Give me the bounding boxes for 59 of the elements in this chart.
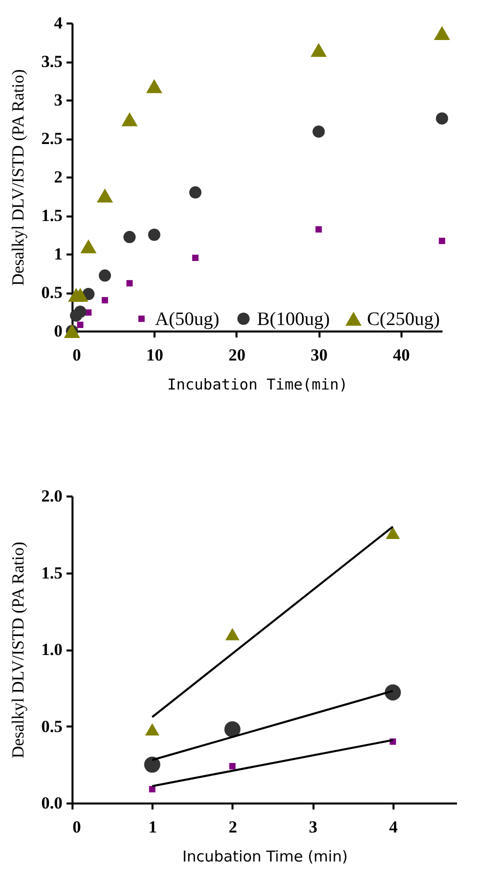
- legend-label: A(50ug): [155, 308, 220, 330]
- point: [77, 322, 84, 328]
- point: [225, 628, 240, 640]
- x-tick-label: 20: [228, 346, 246, 364]
- x-tick-label: 1: [148, 818, 157, 836]
- y-tick-label: 1.5: [41, 206, 62, 225]
- legend-label: B(100ug): [257, 308, 330, 330]
- point: [149, 786, 156, 792]
- x-tick-label: 4: [389, 818, 398, 836]
- y-tick-label: 2: [54, 168, 62, 186]
- point: [312, 125, 325, 138]
- y-tick-label: 3: [54, 90, 62, 110]
- x-tick-label: 0: [72, 818, 81, 836]
- x-tick-label: 0: [72, 346, 81, 364]
- y-tick-label: 0.5: [41, 716, 62, 736]
- point: [74, 306, 86, 318]
- point: [98, 269, 112, 282]
- point: [192, 254, 198, 262]
- point: [96, 188, 113, 202]
- x-axis-title: Incubation Time (min): [182, 848, 348, 866]
- x-tick-label: 10: [146, 346, 164, 364]
- legend-label: C(250ug): [367, 308, 440, 330]
- point: [316, 226, 322, 233]
- point: [434, 26, 450, 40]
- point: [438, 238, 446, 244]
- point: [224, 721, 240, 738]
- point: [436, 112, 448, 125]
- x-axis-title: Incubation Time(min): [167, 376, 348, 394]
- y-tick-label: 0.5: [41, 283, 62, 302]
- point: [123, 230, 136, 244]
- point: [145, 723, 160, 736]
- x-tick-label: 30: [310, 346, 328, 364]
- point: [144, 756, 160, 773]
- point: [148, 228, 160, 241]
- x-tick-label: 3: [308, 818, 318, 836]
- y-tick-label: 2.0: [41, 486, 62, 506]
- y-axis-title: Desalkyl DLV/ISTD (PA Ratio): [8, 542, 28, 758]
- point: [386, 526, 400, 539]
- point: [121, 112, 138, 126]
- y-tick-label: 3.5: [41, 52, 62, 71]
- y-tick-label: 2.5: [41, 129, 62, 148]
- point: [384, 684, 401, 701]
- y-tick-label: 1.0: [41, 640, 62, 659]
- x-tick-label: 40: [392, 346, 410, 364]
- y-tick-label: 1.5: [41, 563, 62, 582]
- x-tick-label: 2: [228, 818, 238, 836]
- point: [310, 42, 327, 57]
- y-tick-label: 1: [54, 244, 62, 264]
- point: [229, 763, 236, 770]
- y-axis-title: Desalkyl DLV/ISTD (PA Ratio): [8, 69, 28, 286]
- y-tick-label: 0.0: [41, 794, 62, 812]
- point: [102, 297, 108, 304]
- y-tick-label: 0: [54, 322, 62, 340]
- y-tick-label: 4: [54, 14, 63, 32]
- point: [80, 239, 97, 254]
- point: [126, 280, 133, 286]
- point: [189, 186, 202, 199]
- point: [146, 79, 162, 94]
- point: [72, 288, 88, 302]
